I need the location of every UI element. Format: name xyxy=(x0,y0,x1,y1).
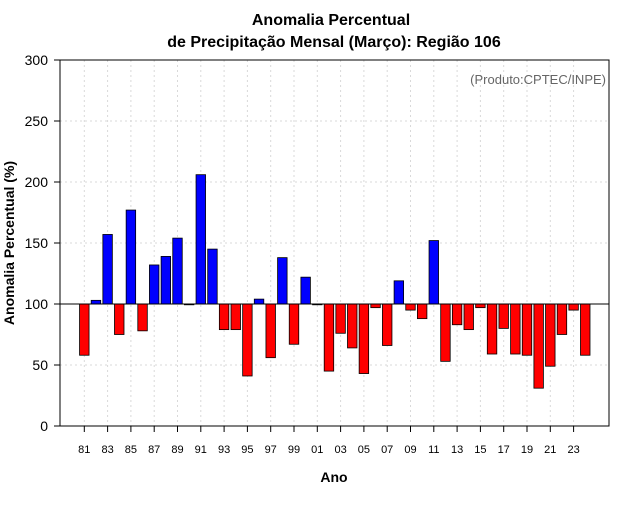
bar-08 xyxy=(393,280,405,305)
bar-12 xyxy=(440,303,451,362)
y-tick-label: 300 xyxy=(25,52,49,68)
x-tick-label: 07 xyxy=(381,444,393,456)
x-tick-label: 11 xyxy=(428,444,439,456)
grid-layer xyxy=(60,60,609,426)
y-tick-label: 150 xyxy=(25,235,49,251)
x-tick-label: 17 xyxy=(498,444,510,456)
bar-95 xyxy=(242,303,253,377)
bar-09 xyxy=(405,303,416,311)
x-tick-label: 93 xyxy=(218,444,230,456)
y-tick-label: 100 xyxy=(25,296,49,312)
x-tick-label: 21 xyxy=(544,444,556,456)
x-tick-label: 01 xyxy=(311,444,323,456)
bar-99 xyxy=(288,303,300,345)
bar-89 xyxy=(172,237,183,305)
bar-86 xyxy=(137,303,148,332)
x-tick-label: 95 xyxy=(241,444,253,456)
bar-00 xyxy=(300,276,311,305)
y-axis-ticks: 0 50 100 150 200 250 300 xyxy=(25,52,60,434)
chart-subtitle: de Precipitação Mensal (Março): Região 1… xyxy=(167,34,501,51)
x-tick-label: 05 xyxy=(358,444,370,456)
bar-10 xyxy=(416,303,428,320)
x-axis-label: Ano xyxy=(320,469,347,485)
bar-11 xyxy=(428,240,439,305)
credit-text: (Produto:CPTEC/INPE) xyxy=(470,72,606,87)
bar-02 xyxy=(323,303,335,372)
bar-94 xyxy=(230,303,241,331)
x-tick-label: 09 xyxy=(404,444,416,456)
bar-92 xyxy=(207,248,218,305)
x-tick-label: 15 xyxy=(474,444,486,456)
bar-19 xyxy=(521,303,533,356)
y-axis-label: Anomalia Percentual (%) xyxy=(1,161,17,325)
bar-82 xyxy=(90,299,102,305)
bar-layer xyxy=(79,174,591,389)
x-tick-label: 87 xyxy=(148,444,160,456)
x-tick-label: 97 xyxy=(265,444,277,456)
bar-91 xyxy=(195,174,206,305)
bar-16 xyxy=(486,303,498,355)
y-tick-label: 50 xyxy=(32,357,48,373)
x-tick-label: 81 xyxy=(78,444,90,456)
bar-05 xyxy=(358,303,370,374)
bar-04 xyxy=(347,303,358,349)
x-tick-label: 23 xyxy=(567,444,579,456)
bar-18 xyxy=(510,303,521,355)
bar-20 xyxy=(533,303,544,389)
x-tick-label: 91 xyxy=(195,444,207,456)
bar-14 xyxy=(463,303,474,331)
bar-85 xyxy=(125,209,137,305)
bar-98 xyxy=(277,257,288,305)
bar-87 xyxy=(149,264,160,305)
bar-17 xyxy=(498,303,509,329)
bar-03 xyxy=(335,303,346,334)
x-tick-label: 85 xyxy=(125,444,137,456)
bar-84 xyxy=(114,303,125,335)
x-axis-ticks: 81 83 85 87 89 91 93 95 97 99 01 03 05 07 09 11 13 15 17 19… xyxy=(78,426,580,456)
bar-24 xyxy=(580,303,591,356)
x-tick-label: 19 xyxy=(521,444,533,456)
y-tick-label: 200 xyxy=(25,174,49,190)
bar-21 xyxy=(545,303,556,367)
x-tick-label: 99 xyxy=(288,444,300,456)
bar-23 xyxy=(568,303,579,311)
x-tick-label: 89 xyxy=(171,444,183,456)
x-tick-label: 83 xyxy=(101,444,113,456)
x-tick-label: 13 xyxy=(451,444,463,456)
bar-06 xyxy=(370,303,381,309)
bar-13 xyxy=(451,303,463,326)
bar-97 xyxy=(265,303,276,359)
chart-title: Anomalia Percentual xyxy=(252,12,410,29)
y-tick-label: 250 xyxy=(25,113,49,129)
x-tick-label: 03 xyxy=(334,444,346,456)
bar-81 xyxy=(79,303,90,356)
bar-07 xyxy=(382,303,393,346)
bar-96 xyxy=(253,298,265,305)
bar-22 xyxy=(556,303,568,335)
bar-83 xyxy=(102,234,113,305)
bar-15 xyxy=(475,303,486,309)
bar-93 xyxy=(218,303,230,331)
bar-88 xyxy=(160,256,172,305)
y-tick-label: 0 xyxy=(40,418,48,434)
